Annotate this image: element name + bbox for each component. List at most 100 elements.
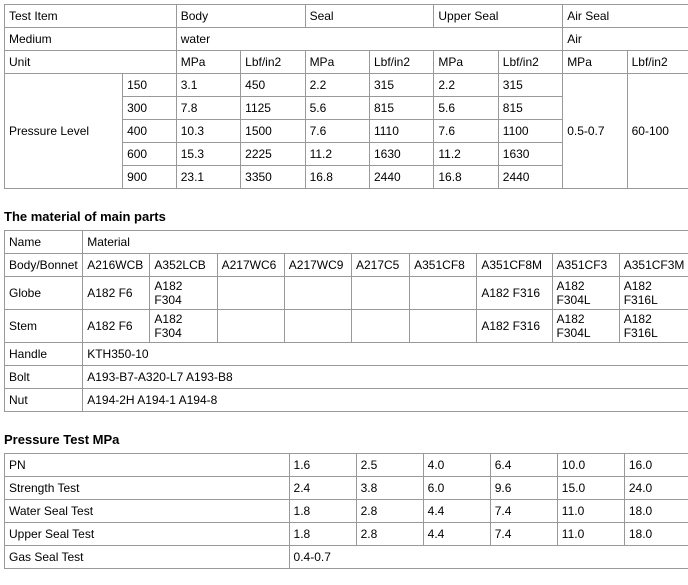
cell: Water Seal Test xyxy=(5,500,290,523)
cell: A351CF8M xyxy=(477,254,552,277)
cell: 4.4 xyxy=(423,523,490,546)
cell xyxy=(217,310,284,343)
cell: A182 F316 xyxy=(477,277,552,310)
cell: 11.2 xyxy=(305,143,369,166)
table-row: Globe A182 F6 A182 F304 A182 F316 A182 F… xyxy=(5,277,688,310)
cell: 450 xyxy=(241,74,305,97)
unit-lbf: Lbf/in2 xyxy=(241,51,305,74)
bolt-label: Bolt xyxy=(5,366,83,389)
cell: 11.0 xyxy=(557,500,624,523)
name-hdr: Name xyxy=(5,231,83,254)
test-item-table: Test Item Body Seal Upper Seal Air Seal … xyxy=(4,4,688,189)
cell xyxy=(351,310,409,343)
cell: A217WC6 xyxy=(217,254,284,277)
material-table: Name Material Body/Bonnet A216WCB A352LC… xyxy=(4,230,688,412)
unit-mpa: MPa xyxy=(563,51,627,74)
pressure-test-title: Pressure Test MPa xyxy=(4,432,688,447)
cell: 315 xyxy=(498,74,562,97)
cell: 5.6 xyxy=(305,97,369,120)
cell: 2.2 xyxy=(434,74,498,97)
table-row: Pressure Level 150 3.1 450 2.2 315 2.2 3… xyxy=(5,74,688,97)
unit-lbf: Lbf/in2 xyxy=(627,51,688,74)
unit-mpa: MPa xyxy=(305,51,369,74)
cell: 16.0 xyxy=(624,454,688,477)
table-row: Nut A194-2H A194-1 A194-8 xyxy=(5,389,688,412)
cell xyxy=(410,310,477,343)
table-row: Upper Seal Test 1.8 2.8 4.4 7.4 11.0 18.… xyxy=(5,523,688,546)
unit-lbf: Lbf/in2 xyxy=(369,51,433,74)
cell: 11.0 xyxy=(557,523,624,546)
cell: 1630 xyxy=(498,143,562,166)
cell: 1100 xyxy=(498,120,562,143)
cell: 10.3 xyxy=(176,120,240,143)
medium-label: Medium xyxy=(5,28,177,51)
cell: A217WC9 xyxy=(284,254,351,277)
cell: 2225 xyxy=(241,143,305,166)
cell: 1.8 xyxy=(289,500,356,523)
hdr-body: Body xyxy=(176,5,305,28)
cell: 2440 xyxy=(498,166,562,189)
material-title: The material of main parts xyxy=(4,209,688,224)
stem-label: Stem xyxy=(5,310,83,343)
cell: 18.0 xyxy=(624,500,688,523)
cell: 815 xyxy=(498,97,562,120)
cell: 6.0 xyxy=(423,477,490,500)
cell: 2.8 xyxy=(356,523,423,546)
hdr-seal: Seal xyxy=(305,5,434,28)
cell: 1125 xyxy=(241,97,305,120)
cell: 1500 xyxy=(241,120,305,143)
cell: 300 xyxy=(123,97,177,120)
cell: A217C5 xyxy=(351,254,409,277)
pressure-test-table: PN 1.6 2.5 4.0 6.4 10.0 16.0 Strength Te… xyxy=(4,453,688,569)
cell: 815 xyxy=(369,97,433,120)
table-row: Water Seal Test 1.8 2.8 4.4 7.4 11.0 18.… xyxy=(5,500,688,523)
cell: 3350 xyxy=(241,166,305,189)
cell: 1630 xyxy=(369,143,433,166)
cell: 400 xyxy=(123,120,177,143)
cell: A182 F304L xyxy=(552,277,619,310)
hdr-air-seal: Air Seal xyxy=(563,5,688,28)
cell: 15.3 xyxy=(176,143,240,166)
table-row: PN 1.6 2.5 4.0 6.4 10.0 16.0 xyxy=(5,454,688,477)
cell: 1.8 xyxy=(289,523,356,546)
cell: 7.6 xyxy=(305,120,369,143)
handle-label: Handle xyxy=(5,343,83,366)
cell: A351CF3 xyxy=(552,254,619,277)
cell: A182 F316L xyxy=(619,310,688,343)
nut-label: Nut xyxy=(5,389,83,412)
pressure-level-label: Pressure Level xyxy=(5,74,123,189)
cell: 6.4 xyxy=(490,454,557,477)
cell: A182 F304L xyxy=(552,310,619,343)
cell: A193-B7-A320-L7 A193-B8 xyxy=(83,366,688,389)
body-label: Body/Bonnet xyxy=(5,254,83,277)
cell xyxy=(410,277,477,310)
unit-lbf: Lbf/in2 xyxy=(498,51,562,74)
cell: A182 F304 xyxy=(150,310,217,343)
cell: 600 xyxy=(123,143,177,166)
cell: Upper Seal Test xyxy=(5,523,290,546)
cell: 23.1 xyxy=(176,166,240,189)
cell: 4.4 xyxy=(423,500,490,523)
globe-label: Globe xyxy=(5,277,83,310)
cell: A182 F6 xyxy=(83,310,150,343)
medium-water: water xyxy=(176,28,562,51)
cell: 1.6 xyxy=(289,454,356,477)
table-row: Strength Test 2.4 3.8 6.0 9.6 15.0 24.0 xyxy=(5,477,688,500)
unit-mpa: MPa xyxy=(434,51,498,74)
cell: Strength Test xyxy=(5,477,290,500)
gas-label: Gas Seal Test xyxy=(5,546,290,569)
cell: 2.4 xyxy=(289,477,356,500)
cell: 3.1 xyxy=(176,74,240,97)
cell: KTH350-10 xyxy=(83,343,688,366)
cell: 10.0 xyxy=(557,454,624,477)
cell: 315 xyxy=(369,74,433,97)
cell xyxy=(217,277,284,310)
table-row: Handle KTH350-10 xyxy=(5,343,688,366)
cell: 15.0 xyxy=(557,477,624,500)
cell: 150 xyxy=(123,74,177,97)
cell: 11.2 xyxy=(434,143,498,166)
cell: A182 F304 xyxy=(150,277,217,310)
cell: 7.6 xyxy=(434,120,498,143)
air-lbf-val: 60-100 xyxy=(627,74,688,189)
medium-air: Air xyxy=(563,28,688,51)
